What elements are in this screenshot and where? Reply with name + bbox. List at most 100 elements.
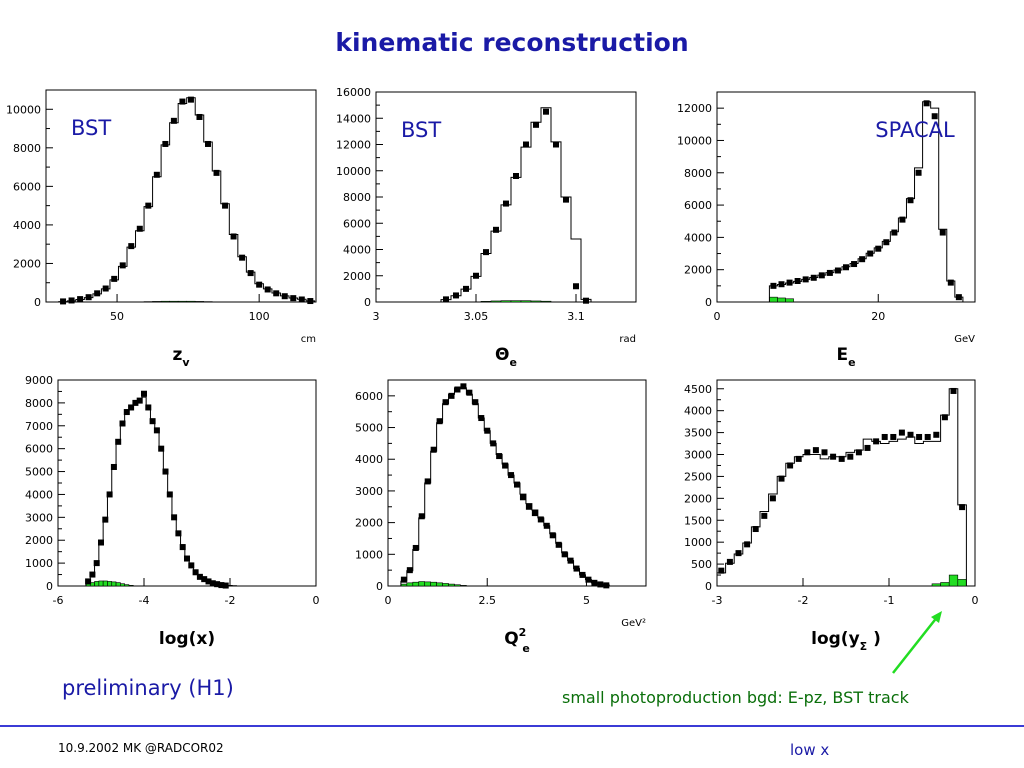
data-point <box>941 414 948 421</box>
data-point <box>153 427 160 434</box>
mc-histogram <box>716 388 967 586</box>
y-tick-label: 10000 <box>6 103 41 116</box>
bgd-bar <box>169 300 179 303</box>
data-point <box>89 571 96 578</box>
data-point <box>448 392 455 399</box>
data-point <box>597 581 604 588</box>
data-point <box>890 433 897 440</box>
unit-label: GeV² <box>621 618 646 629</box>
data-point <box>205 140 211 147</box>
mc-histogram <box>431 107 592 303</box>
data-point <box>907 197 914 204</box>
data-point <box>881 433 888 440</box>
x-tick-label: 0 <box>313 594 320 607</box>
data-point <box>418 513 425 520</box>
bgd-bar <box>490 300 502 303</box>
y-tick-label: 500 <box>691 558 712 571</box>
data-point <box>239 254 246 261</box>
unit-label: GeV <box>954 334 975 345</box>
data-point <box>179 544 186 551</box>
y-tick-label: 4000 <box>684 405 712 418</box>
data-point <box>442 399 449 406</box>
data-point <box>786 279 793 286</box>
data-point <box>162 468 169 475</box>
data-point <box>179 98 186 105</box>
detector-label: SPACAL <box>875 118 955 142</box>
data-point <box>281 293 288 300</box>
y-tick-label: 6000 <box>343 217 371 230</box>
y-tick-label: 4000 <box>13 219 41 232</box>
data-point <box>923 100 930 107</box>
data-point <box>196 113 203 120</box>
data-point <box>175 530 182 537</box>
data-point <box>149 418 156 425</box>
data-point <box>170 117 177 124</box>
data-point <box>166 491 173 498</box>
y-tick-label: 1000 <box>355 548 383 561</box>
data-point <box>158 445 165 452</box>
y-tick-label: 2000 <box>355 517 383 530</box>
y-tick-label: 0 <box>46 580 53 593</box>
unit-label: cm <box>301 334 316 345</box>
y-tick-label: 7000 <box>25 420 53 433</box>
y-tick-label: 1000 <box>684 536 712 549</box>
data-point <box>188 562 195 569</box>
data-point <box>298 296 305 303</box>
data-point <box>132 399 139 406</box>
data-point <box>213 169 220 176</box>
y-tick-label: 14000 <box>336 112 371 125</box>
data-point <box>209 580 216 587</box>
bgd-bar <box>957 579 967 587</box>
x-axis-title: zv <box>172 345 190 369</box>
bgd-bar <box>115 582 121 587</box>
data-point <box>899 216 906 223</box>
data-point <box>898 429 905 436</box>
data-point <box>478 415 485 422</box>
data-point <box>508 472 515 479</box>
x-tick-label: 20 <box>871 310 885 323</box>
bgd-bar <box>124 584 130 587</box>
data-point <box>128 404 135 411</box>
data-point <box>247 270 254 277</box>
data-point <box>567 557 574 564</box>
bgd-bar <box>111 581 117 587</box>
data-point <box>490 440 497 447</box>
data-point <box>873 438 880 445</box>
data-point <box>573 565 580 572</box>
data-point <box>94 290 101 297</box>
y-tick-label: 3000 <box>684 449 712 462</box>
data-point <box>787 462 794 469</box>
data-point <box>453 292 459 299</box>
y-tick-label: 0 <box>705 296 712 309</box>
data-point <box>85 294 92 301</box>
data-point <box>859 256 866 263</box>
data-point <box>102 285 109 292</box>
bgd-bar <box>436 582 443 587</box>
bgd-bar <box>94 581 100 587</box>
data-point <box>924 433 931 440</box>
data-point <box>812 447 819 454</box>
data-point <box>847 453 854 460</box>
data-point <box>184 555 190 562</box>
data-point <box>436 418 443 425</box>
data-point <box>549 532 556 539</box>
histogram-log-x: 0 1000 2000 3000 4000 5000 6000 7000 8000 9000 -6 -… <box>25 374 320 649</box>
x-axis-title: log(yΣ ) <box>811 629 881 653</box>
y-tick-label: 0 <box>364 296 371 309</box>
data-point <box>290 295 297 302</box>
data-point <box>830 453 837 460</box>
y-tick-label: 10000 <box>677 134 712 147</box>
data-point <box>744 541 751 548</box>
bgd-bar <box>785 298 794 303</box>
bgd-bar <box>442 583 449 587</box>
x-tick-label: 3 <box>373 310 380 323</box>
data-point <box>555 541 562 548</box>
data-point <box>106 491 113 498</box>
data-point <box>867 250 874 257</box>
data-point <box>804 449 811 456</box>
footer-date-author: 10.9.2002 MK @RADCOR02 <box>58 741 224 755</box>
bgd-bar <box>160 300 170 303</box>
bgd-bar <box>98 580 104 587</box>
data-point <box>264 286 271 293</box>
data-point <box>523 141 529 148</box>
